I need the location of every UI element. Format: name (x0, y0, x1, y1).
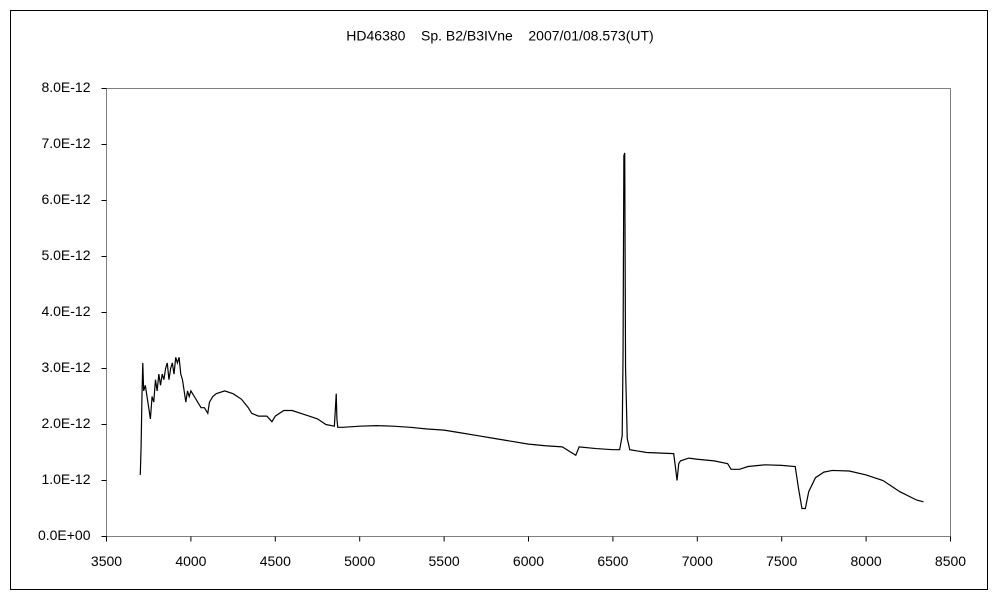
y-tick-label: 4.0E-12 (41, 303, 90, 319)
chart-title: HD46380 Sp. B2/B3IVne 2007/01/08.573(UT) (346, 28, 653, 44)
x-tick-label: 4000 (175, 553, 206, 569)
x-tick-label: 5500 (429, 553, 460, 569)
x-tick-label: 7500 (766, 553, 797, 569)
y-tick-label: 2.0E-12 (41, 415, 90, 431)
x-tick-label: 5000 (344, 553, 375, 569)
plot-area (106, 88, 951, 537)
x-tick-label: 6500 (597, 553, 628, 569)
spectrum-line (139, 152, 924, 510)
y-tick-label: 7.0E-12 (41, 135, 90, 151)
x-tick-label: 8500 (935, 553, 966, 569)
y-tick-label: 3.0E-12 (41, 359, 90, 375)
y-tick-label: 5.0E-12 (41, 247, 90, 263)
x-tick-label: 7000 (682, 553, 713, 569)
x-tick-label: 6000 (513, 553, 544, 569)
y-tick-label: 8.0E-12 (41, 79, 90, 95)
y-tick-label: 6.0E-12 (41, 191, 90, 207)
x-tick-label: 8000 (851, 553, 882, 569)
x-tick-label: 4500 (260, 553, 291, 569)
y-tick-label: 1.0E-12 (41, 471, 90, 487)
x-tick-label: 3500 (91, 553, 122, 569)
y-tick-label: 0.0E+00 (38, 527, 91, 543)
